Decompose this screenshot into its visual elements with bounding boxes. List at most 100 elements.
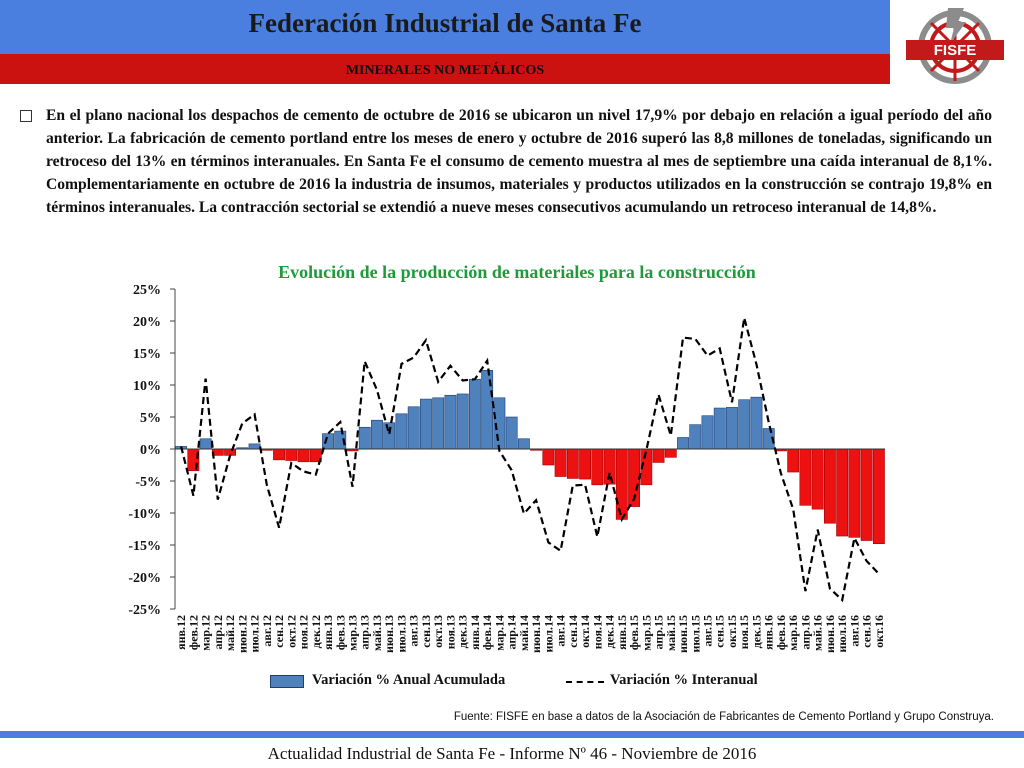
x-tick-label: июл.13 — [394, 615, 408, 653]
x-tick-label: июн.15 — [676, 615, 690, 653]
x-tick-label: апр.13 — [358, 615, 372, 649]
bullet-icon — [20, 110, 32, 122]
x-tick-label: июл.12 — [248, 615, 262, 653]
x-tick-label: мар.16 — [786, 615, 800, 651]
bar — [799, 448, 812, 506]
x-tick-label: апр.15 — [652, 615, 666, 649]
legend-label-line: Variación % Interanual — [610, 672, 758, 688]
x-tick-label: июн.12 — [235, 615, 249, 653]
chart-legend: Variación % Anual Acumulada Variación % … — [270, 672, 830, 692]
x-tick-label: окт.13 — [431, 615, 445, 648]
x-tick-label: июл.16 — [835, 615, 849, 653]
x-tick-label: окт.14 — [578, 615, 592, 648]
x-tick-label: сен.13 — [419, 615, 433, 648]
x-tick-label: май.16 — [811, 615, 825, 651]
bar — [603, 448, 616, 485]
x-tick-label: авг.15 — [701, 615, 715, 647]
x-tick-label: дек.13 — [456, 615, 470, 648]
bar — [677, 437, 689, 450]
x-tick-label: сен.15 — [713, 615, 727, 648]
bar — [615, 448, 628, 520]
bar — [652, 448, 665, 463]
bar — [872, 448, 885, 545]
x-tick-label: апр.12 — [211, 615, 225, 649]
x-tick-label: янв.13 — [321, 615, 335, 650]
chart-title: Evolución de la producción de materiales… — [278, 262, 756, 282]
bar — [566, 448, 579, 479]
bar — [787, 448, 800, 473]
bar — [505, 416, 518, 450]
footer-rule — [0, 731, 1024, 738]
bar — [358, 426, 371, 450]
bar — [823, 448, 836, 524]
x-tick-label: мар.14 — [492, 615, 506, 651]
x-tick-label: окт.12 — [284, 615, 298, 648]
x-tick-label: апр.16 — [798, 615, 812, 649]
x-tick-label: июн.13 — [382, 615, 396, 653]
bar — [713, 407, 726, 450]
x-tick-label: мар.12 — [199, 615, 213, 651]
x-tick-label: авг.12 — [260, 615, 274, 647]
x-tick-label: мар.15 — [639, 615, 653, 651]
bar — [199, 438, 212, 450]
x-tick-label: янв.12 — [174, 615, 188, 650]
bar — [848, 448, 861, 538]
line-series — [180, 317, 880, 603]
x-tick-label: авг.13 — [407, 615, 421, 647]
header-banner-red — [0, 54, 890, 84]
bar — [664, 448, 677, 458]
x-tick-label: янв.16 — [762, 615, 776, 650]
bar — [701, 415, 714, 450]
x-tick-label: мар.13 — [346, 615, 360, 651]
x-tick-label: май.14 — [517, 615, 531, 651]
x-tick-label: авг.14 — [554, 615, 568, 647]
bar — [726, 407, 738, 450]
x-tick-label: янв.15 — [615, 615, 629, 650]
legend-label-bar: Variación % Anual Acumulada — [312, 672, 506, 688]
x-tick-label: окт.16 — [872, 615, 886, 648]
x-tick-label: июн.16 — [823, 615, 837, 653]
bar — [542, 448, 555, 466]
x-tick-label: дек.14 — [603, 615, 617, 648]
bar — [407, 406, 420, 450]
x-tick-label: авг.16 — [847, 615, 861, 647]
x-tick-label: сен.16 — [860, 615, 874, 648]
bar — [517, 438, 530, 450]
bar — [444, 394, 457, 450]
y-tick-label: 15% — [133, 347, 161, 362]
x-tick-label: ноя.14 — [590, 615, 604, 649]
bar — [738, 399, 751, 450]
page-subtitle: MINERALES NO METÁLICOS — [345, 63, 545, 78]
page-title: Federación Industrial de Santa Fe — [248, 8, 642, 38]
bar — [579, 448, 592, 480]
x-tick-label: фев.16 — [774, 615, 788, 650]
bar — [554, 448, 567, 477]
bar — [371, 419, 383, 450]
logo-text: FISFE — [934, 42, 977, 59]
bar — [383, 422, 396, 450]
body-paragraph: En el plano nacional los despachos de ce… — [46, 107, 992, 216]
x-tick-label: ноя.13 — [443, 615, 457, 649]
source-note: Fuente: FISFE en base a datos de la Asoc… — [453, 711, 994, 723]
bar — [297, 448, 310, 463]
bar — [395, 413, 408, 450]
bar — [285, 448, 298, 461]
x-tick-label: фев.12 — [186, 615, 200, 650]
bar — [432, 397, 445, 450]
x-tick-label: окт.15 — [725, 615, 739, 648]
x-tick-label: май.13 — [370, 615, 384, 651]
x-tick-label: янв.14 — [468, 615, 482, 650]
bar — [689, 424, 702, 450]
x-tick-label: май.12 — [223, 615, 237, 651]
bar — [420, 398, 432, 450]
bar — [322, 433, 334, 450]
x-tick-label: май.15 — [664, 615, 678, 651]
x-tick-label: июл.15 — [688, 615, 702, 653]
y-tick-label: 20% — [133, 315, 161, 330]
y-tick-label: -10% — [128, 507, 161, 522]
y-tick-label: 25% — [133, 283, 161, 298]
bar — [591, 448, 604, 486]
x-tick-label: апр.14 — [505, 615, 519, 649]
bar — [750, 396, 763, 450]
